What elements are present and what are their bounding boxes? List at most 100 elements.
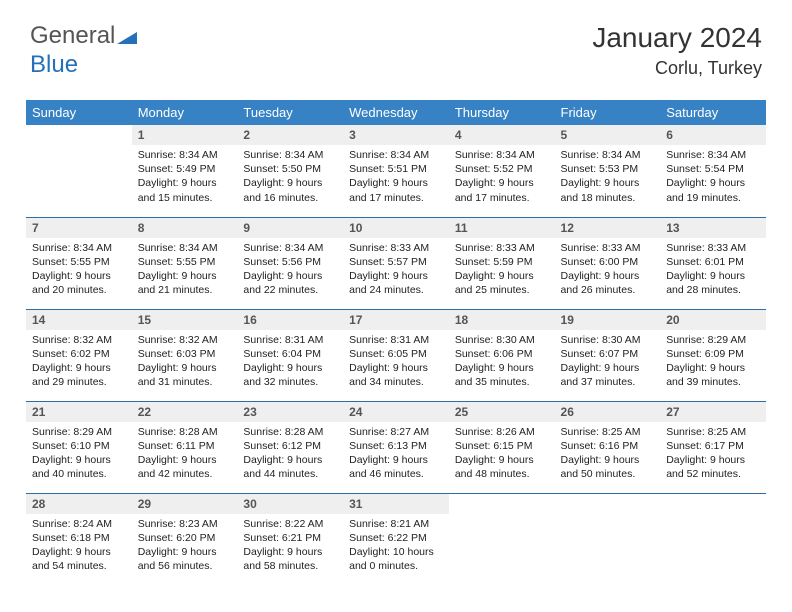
calendar-cell: 11Sunrise: 8:33 AMSunset: 5:59 PMDayligh… (449, 217, 555, 309)
day-details: Sunrise: 8:31 AMSunset: 6:05 PMDaylight:… (343, 330, 449, 394)
day-details: Sunrise: 8:34 AMSunset: 5:50 PMDaylight:… (237, 145, 343, 209)
day-number: 15 (132, 310, 238, 330)
day-number: 4 (449, 125, 555, 145)
calendar-cell (660, 493, 766, 585)
day-number: 2 (237, 125, 343, 145)
day-details: Sunrise: 8:30 AMSunset: 6:07 PMDaylight:… (555, 330, 661, 394)
calendar-cell: 23Sunrise: 8:28 AMSunset: 6:12 PMDayligh… (237, 401, 343, 493)
calendar-cell: 10Sunrise: 8:33 AMSunset: 5:57 PMDayligh… (343, 217, 449, 309)
day-number: 19 (555, 310, 661, 330)
day-number: 12 (555, 218, 661, 238)
calendar-cell: 30Sunrise: 8:22 AMSunset: 6:21 PMDayligh… (237, 493, 343, 585)
calendar-cell: 1Sunrise: 8:34 AMSunset: 5:49 PMDaylight… (132, 125, 238, 217)
day-number: 20 (660, 310, 766, 330)
weekday-header: Sunday (26, 100, 132, 125)
day-number: 16 (237, 310, 343, 330)
day-details: Sunrise: 8:23 AMSunset: 6:20 PMDaylight:… (132, 514, 238, 578)
day-number: 26 (555, 402, 661, 422)
day-number: 7 (26, 218, 132, 238)
day-details: Sunrise: 8:28 AMSunset: 6:12 PMDaylight:… (237, 422, 343, 486)
header-right: January 2024 Corlu, Turkey (592, 22, 762, 79)
calendar-cell: 8Sunrise: 8:34 AMSunset: 5:55 PMDaylight… (132, 217, 238, 309)
day-details: Sunrise: 8:21 AMSunset: 6:22 PMDaylight:… (343, 514, 449, 578)
calendar-row: 14Sunrise: 8:32 AMSunset: 6:02 PMDayligh… (26, 309, 766, 401)
calendar-cell: 25Sunrise: 8:26 AMSunset: 6:15 PMDayligh… (449, 401, 555, 493)
day-details: Sunrise: 8:25 AMSunset: 6:16 PMDaylight:… (555, 422, 661, 486)
calendar-cell: 28Sunrise: 8:24 AMSunset: 6:18 PMDayligh… (26, 493, 132, 585)
calendar-row: 7Sunrise: 8:34 AMSunset: 5:55 PMDaylight… (26, 217, 766, 309)
day-details: Sunrise: 8:34 AMSunset: 5:51 PMDaylight:… (343, 145, 449, 209)
logo-text-2: Blue (30, 51, 78, 78)
calendar-cell: 7Sunrise: 8:34 AMSunset: 5:55 PMDaylight… (26, 217, 132, 309)
calendar-cell: 4Sunrise: 8:34 AMSunset: 5:52 PMDaylight… (449, 125, 555, 217)
weekday-header: Wednesday (343, 100, 449, 125)
day-number: 3 (343, 125, 449, 145)
day-number: 21 (26, 402, 132, 422)
day-details: Sunrise: 8:33 AMSunset: 5:57 PMDaylight:… (343, 238, 449, 302)
day-details: Sunrise: 8:34 AMSunset: 5:55 PMDaylight:… (132, 238, 238, 302)
day-number: 10 (343, 218, 449, 238)
calendar-cell: 13Sunrise: 8:33 AMSunset: 6:01 PMDayligh… (660, 217, 766, 309)
day-details: Sunrise: 8:22 AMSunset: 6:21 PMDaylight:… (237, 514, 343, 578)
calendar-table: Sunday Monday Tuesday Wednesday Thursday… (26, 100, 766, 585)
day-number: 17 (343, 310, 449, 330)
calendar-cell: 17Sunrise: 8:31 AMSunset: 6:05 PMDayligh… (343, 309, 449, 401)
day-details: Sunrise: 8:29 AMSunset: 6:10 PMDaylight:… (26, 422, 132, 486)
day-details: Sunrise: 8:33 AMSunset: 6:01 PMDaylight:… (660, 238, 766, 302)
calendar-cell: 6Sunrise: 8:34 AMSunset: 5:54 PMDaylight… (660, 125, 766, 217)
weekday-header: Friday (555, 100, 661, 125)
calendar-cell (26, 125, 132, 217)
calendar-cell (555, 493, 661, 585)
calendar-cell: 5Sunrise: 8:34 AMSunset: 5:53 PMDaylight… (555, 125, 661, 217)
day-number: 24 (343, 402, 449, 422)
day-number: 28 (26, 494, 132, 514)
calendar-cell: 18Sunrise: 8:30 AMSunset: 6:06 PMDayligh… (449, 309, 555, 401)
day-number: 14 (26, 310, 132, 330)
day-number: 6 (660, 125, 766, 145)
day-number: 30 (237, 494, 343, 514)
weekday-header: Thursday (449, 100, 555, 125)
calendar-cell: 12Sunrise: 8:33 AMSunset: 6:00 PMDayligh… (555, 217, 661, 309)
day-details: Sunrise: 8:34 AMSunset: 5:55 PMDaylight:… (26, 238, 132, 302)
day-number: 5 (555, 125, 661, 145)
day-details: Sunrise: 8:32 AMSunset: 6:02 PMDaylight:… (26, 330, 132, 394)
day-number: 9 (237, 218, 343, 238)
calendar-cell: 31Sunrise: 8:21 AMSunset: 6:22 PMDayligh… (343, 493, 449, 585)
calendar-cell: 9Sunrise: 8:34 AMSunset: 5:56 PMDaylight… (237, 217, 343, 309)
calendar-row: 1Sunrise: 8:34 AMSunset: 5:49 PMDaylight… (26, 125, 766, 217)
day-details: Sunrise: 8:24 AMSunset: 6:18 PMDaylight:… (26, 514, 132, 578)
day-number: 1 (132, 125, 238, 145)
weekday-header-row: Sunday Monday Tuesday Wednesday Thursday… (26, 100, 766, 125)
location: Corlu, Turkey (592, 58, 762, 79)
calendar-cell: 19Sunrise: 8:30 AMSunset: 6:07 PMDayligh… (555, 309, 661, 401)
logo-text-1: General (30, 22, 115, 49)
day-number: 29 (132, 494, 238, 514)
day-number: 18 (449, 310, 555, 330)
day-number: 31 (343, 494, 449, 514)
calendar-cell: 2Sunrise: 8:34 AMSunset: 5:50 PMDaylight… (237, 125, 343, 217)
calendar-cell: 26Sunrise: 8:25 AMSunset: 6:16 PMDayligh… (555, 401, 661, 493)
calendar-cell: 15Sunrise: 8:32 AMSunset: 6:03 PMDayligh… (132, 309, 238, 401)
day-details: Sunrise: 8:34 AMSunset: 5:49 PMDaylight:… (132, 145, 238, 209)
day-details: Sunrise: 8:30 AMSunset: 6:06 PMDaylight:… (449, 330, 555, 394)
day-details: Sunrise: 8:27 AMSunset: 6:13 PMDaylight:… (343, 422, 449, 486)
day-number: 27 (660, 402, 766, 422)
day-number: 13 (660, 218, 766, 238)
weekday-header: Saturday (660, 100, 766, 125)
calendar-cell (449, 493, 555, 585)
day-details: Sunrise: 8:34 AMSunset: 5:53 PMDaylight:… (555, 145, 661, 209)
day-details: Sunrise: 8:28 AMSunset: 6:11 PMDaylight:… (132, 422, 238, 486)
day-number: 23 (237, 402, 343, 422)
day-number: 22 (132, 402, 238, 422)
logo: General Blue (30, 22, 137, 79)
calendar-cell: 21Sunrise: 8:29 AMSunset: 6:10 PMDayligh… (26, 401, 132, 493)
day-details: Sunrise: 8:26 AMSunset: 6:15 PMDaylight:… (449, 422, 555, 486)
day-details: Sunrise: 8:29 AMSunset: 6:09 PMDaylight:… (660, 330, 766, 394)
day-details: Sunrise: 8:34 AMSunset: 5:54 PMDaylight:… (660, 145, 766, 209)
month-title: January 2024 (592, 22, 762, 54)
weekday-header: Tuesday (237, 100, 343, 125)
day-number: 8 (132, 218, 238, 238)
day-details: Sunrise: 8:33 AMSunset: 6:00 PMDaylight:… (555, 238, 661, 302)
calendar-cell: 24Sunrise: 8:27 AMSunset: 6:13 PMDayligh… (343, 401, 449, 493)
day-details: Sunrise: 8:34 AMSunset: 5:52 PMDaylight:… (449, 145, 555, 209)
